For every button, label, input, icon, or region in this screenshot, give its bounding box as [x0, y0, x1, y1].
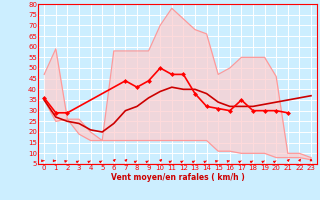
X-axis label: Vent moyen/en rafales ( km/h ): Vent moyen/en rafales ( km/h ): [111, 173, 244, 182]
